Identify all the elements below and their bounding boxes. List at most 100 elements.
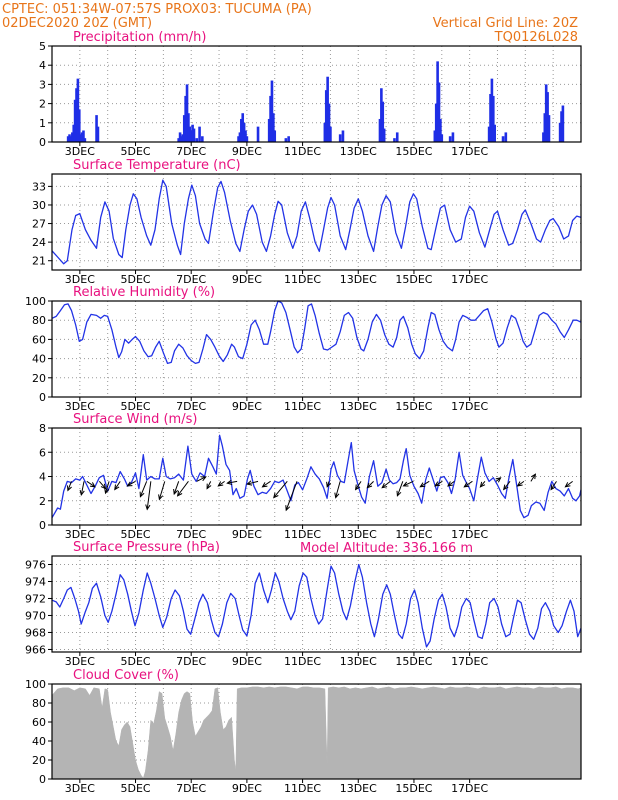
wind-arrow <box>464 480 473 488</box>
precip-bar <box>241 113 245 142</box>
precip-bar <box>191 124 194 142</box>
precip-bar <box>95 115 98 142</box>
precip-bar <box>451 132 455 142</box>
x-tick-label: 7DEC <box>176 145 206 158</box>
cloud-cover-area <box>51 686 582 780</box>
precip-bar <box>244 130 247 142</box>
x-tick-label: 13DEC <box>340 400 377 413</box>
panel-frame <box>51 427 582 526</box>
y-tick-label: 6 <box>39 446 46 459</box>
precip-bar <box>273 130 277 142</box>
wind-arrowhead <box>530 473 537 480</box>
precip-bar <box>338 134 342 142</box>
x-tick-label: 15DEC <box>395 528 432 541</box>
panel-1: Precipitation (mm/h) 3DEC 5DEC 7DEC 9DEC 11DE… <box>39 30 582 158</box>
wind-arrow <box>227 480 238 484</box>
wind-arrow <box>86 480 96 488</box>
header-grid-note: Vertical Grid Line: 20Z <box>433 16 578 31</box>
precip-bar <box>543 113 547 142</box>
panel-frame <box>51 683 582 780</box>
precip-bar <box>238 132 242 142</box>
precip-bar <box>493 124 496 142</box>
precip-bar <box>178 132 182 142</box>
precip-bar <box>487 126 491 142</box>
precip-bar <box>380 88 383 142</box>
x-tick-label: 3DEC <box>65 782 95 795</box>
precip-bar <box>80 132 84 142</box>
series-line <box>51 179 582 265</box>
precip-bar <box>544 84 548 142</box>
x-tick-label: 11DEC <box>284 400 321 413</box>
precip-bar <box>501 136 505 142</box>
wind-arrow <box>434 480 443 487</box>
x-tick-label: 9DEC <box>232 655 262 668</box>
precip-bar <box>72 124 76 142</box>
precip-bar <box>284 138 288 142</box>
panel-title: Surface Wind (m/s) <box>73 412 197 427</box>
x-tick-label: 5DEC <box>120 782 150 795</box>
precip-bar <box>382 128 386 142</box>
x-tick-label: 3DEC <box>65 400 95 413</box>
panels: Precipitation (mm/h) 3DEC 5DEC 7DEC 9DEC 11DE… <box>25 30 582 795</box>
x-tick-label: 5DEC <box>120 528 150 541</box>
x-tick-label: 11DEC <box>284 528 321 541</box>
precip-bar <box>324 90 328 142</box>
x-tick-label: 11DEC <box>284 655 321 668</box>
wind-arrowhead <box>326 481 332 488</box>
wind-arrow <box>67 481 72 491</box>
x-tick-label: 13DEC <box>340 782 377 795</box>
wind-arrow <box>98 481 107 489</box>
x-tick-label: 9DEC <box>232 145 262 158</box>
y-tick-label: 2 <box>39 495 46 508</box>
panel-2: Surface Temperature (nC) 3DEC 5DEC 7DEC 9DEC… <box>32 158 582 286</box>
wind-arrowhead <box>67 485 72 492</box>
precip-bar <box>439 118 442 142</box>
precip-bar <box>188 126 192 142</box>
precip-bar <box>185 84 189 142</box>
precip-bar <box>201 136 204 142</box>
x-tick-label: 5DEC <box>120 273 150 286</box>
x-tick-label: 17DEC <box>451 400 488 413</box>
x-tick-label: 17DEC <box>451 145 488 158</box>
y-tick-label: 24 <box>32 236 46 249</box>
wind-arrowhead <box>89 482 96 488</box>
wind-arrowhead <box>447 481 453 487</box>
x-tick-label: 13DEC <box>340 655 377 668</box>
wind-arrowhead <box>366 482 373 489</box>
wind-arrowhead <box>479 481 486 488</box>
panel-frame <box>51 555 582 653</box>
y-tick-label: 4 <box>39 59 46 72</box>
precip-bar <box>83 138 87 142</box>
precip-bar <box>68 134 71 142</box>
precip-bar <box>71 132 74 142</box>
wind-arrowhead <box>100 483 107 490</box>
x-tick-label: 3DEC <box>65 273 95 286</box>
precip-bar <box>182 115 186 142</box>
y-tick-label: 40 <box>32 735 46 748</box>
wind-arrow <box>381 480 391 489</box>
precip-bar <box>327 103 331 142</box>
wind-arrow <box>127 480 136 487</box>
y-tick-label: 80 <box>32 697 46 710</box>
y-tick-label: 20 <box>32 372 46 385</box>
x-tick-label: 5DEC <box>120 655 150 668</box>
wind-arrowhead <box>126 481 133 487</box>
wind-arrow <box>396 481 404 496</box>
precip-bar <box>341 130 345 142</box>
x-tick-label: 17DEC <box>451 528 488 541</box>
precip-bar <box>323 122 327 142</box>
x-tick-label: 9DEC <box>232 273 262 286</box>
wind-arrow <box>139 481 148 497</box>
y-tick-label: 974 <box>25 575 46 588</box>
wind-arrowhead <box>79 489 85 497</box>
y-tick-label: 21 <box>32 255 46 268</box>
model-altitude-label: Model Altitude: 336.166 m <box>300 541 473 556</box>
x-tick-label: 3DEC <box>65 655 95 668</box>
precip-bar <box>437 82 441 142</box>
wind-arrowhead <box>139 491 145 498</box>
wind-arrowhead <box>434 481 441 487</box>
wind-arrowhead <box>173 488 179 496</box>
wind-arrow <box>355 481 362 490</box>
y-tick-label: 5 <box>39 40 46 53</box>
